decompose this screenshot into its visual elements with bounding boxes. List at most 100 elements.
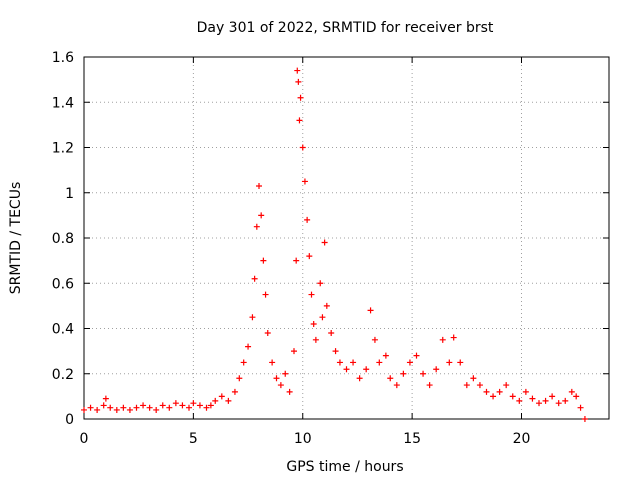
data-point xyxy=(212,397,219,404)
data-point xyxy=(536,400,542,407)
data-points xyxy=(81,67,588,422)
data-point xyxy=(140,402,147,409)
data-point xyxy=(363,366,370,373)
plot-frame xyxy=(83,56,610,420)
data-point xyxy=(269,359,276,366)
data-point xyxy=(336,359,343,366)
data-point xyxy=(102,395,109,402)
data-point xyxy=(295,78,302,85)
data-point xyxy=(262,291,269,298)
data-point xyxy=(126,406,133,413)
x-axis-label: GPS time / hours xyxy=(286,459,403,475)
data-point xyxy=(319,314,326,321)
data-point xyxy=(94,406,101,413)
y-tick-label: 1.2 xyxy=(52,141,74,157)
data-point xyxy=(516,397,523,404)
data-point xyxy=(291,348,297,355)
data-point xyxy=(81,406,87,413)
data-point xyxy=(406,359,413,366)
y-tick-label: 0.4 xyxy=(52,322,74,338)
data-point xyxy=(120,404,127,411)
data-point xyxy=(87,404,94,411)
data-point xyxy=(463,382,470,389)
x-tick-label: 5 xyxy=(189,431,198,447)
data-point xyxy=(529,395,536,402)
data-point xyxy=(253,223,260,230)
data-point xyxy=(312,336,319,343)
data-point xyxy=(264,330,271,337)
y-tick-label: 1 xyxy=(65,186,74,202)
data-point xyxy=(376,359,383,366)
y-tick-label: 0.2 xyxy=(52,367,74,383)
data-point xyxy=(457,359,464,366)
data-point xyxy=(555,400,562,407)
data-point xyxy=(426,382,433,389)
data-point xyxy=(113,406,120,413)
data-point xyxy=(251,275,258,282)
data-point xyxy=(249,314,256,321)
data-point xyxy=(310,320,317,327)
data-point xyxy=(413,352,420,359)
data-point xyxy=(146,404,153,411)
x-tick-label: 15 xyxy=(403,431,421,447)
data-point xyxy=(446,359,453,366)
data-point xyxy=(323,302,330,309)
data-point xyxy=(382,352,389,359)
data-point xyxy=(133,404,140,411)
data-point xyxy=(293,257,300,264)
data-point xyxy=(420,370,427,377)
data-point xyxy=(294,67,301,74)
data-point xyxy=(522,388,529,395)
data-point xyxy=(509,393,516,400)
data-point xyxy=(343,366,350,373)
y-tick-label: 0.8 xyxy=(52,231,74,247)
y-axis-label: SRMTID / TECUs xyxy=(8,182,24,295)
data-point xyxy=(332,348,339,355)
data-point xyxy=(367,307,374,314)
data-point xyxy=(317,280,324,287)
x-tick-label: 20 xyxy=(513,431,531,447)
data-point xyxy=(260,257,267,264)
data-point xyxy=(225,397,232,404)
data-point xyxy=(231,388,238,395)
data-point xyxy=(439,336,446,343)
data-point xyxy=(190,400,197,407)
data-point xyxy=(304,216,311,223)
data-point xyxy=(581,416,588,422)
data-point xyxy=(186,404,192,411)
data-point xyxy=(203,404,210,411)
data-point xyxy=(107,404,114,411)
data-point xyxy=(549,393,556,400)
data-point xyxy=(328,330,335,337)
data-point xyxy=(503,382,510,389)
data-point xyxy=(297,94,304,101)
data-point xyxy=(256,182,262,189)
data-point xyxy=(286,388,293,395)
data-point xyxy=(153,406,160,413)
chart-title: Day 301 of 2022, SRMTID for receiver brs… xyxy=(197,20,494,36)
y-tick-label: 0 xyxy=(65,412,74,428)
data-point xyxy=(450,334,457,341)
data-point xyxy=(562,397,569,404)
data-point xyxy=(356,375,363,382)
data-point xyxy=(172,400,179,407)
axis-ticks: 0 0.2 0.4 0.6 0.8 1 1.2 1.4 1.6 0 5 10 15 20 xyxy=(52,50,609,447)
data-point xyxy=(301,178,308,185)
data-point xyxy=(476,382,483,389)
data-point xyxy=(400,370,407,377)
data-point xyxy=(573,393,580,400)
data-point xyxy=(350,359,357,366)
data-point xyxy=(273,375,280,382)
data-point xyxy=(282,370,289,377)
data-point xyxy=(166,404,173,411)
data-point xyxy=(371,336,378,343)
data-point xyxy=(577,404,584,411)
data-point xyxy=(196,402,203,409)
data-point xyxy=(542,397,549,404)
data-point xyxy=(433,366,440,373)
data-point xyxy=(236,375,243,382)
x-tick-label: 0 xyxy=(80,431,89,447)
data-point xyxy=(470,375,477,382)
